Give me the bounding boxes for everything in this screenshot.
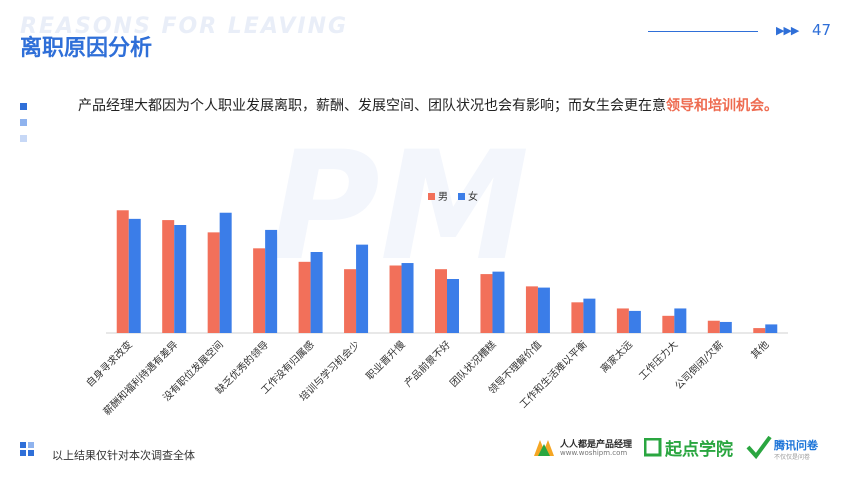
logo-tencent-survey-text: 腾讯问卷 xyxy=(774,437,818,453)
footer-squares-icon xyxy=(20,442,42,464)
x-tick-label: 薪酬和福利待遇有差异 xyxy=(100,338,180,418)
legend-swatch-female xyxy=(458,193,465,200)
bar-male xyxy=(344,269,356,333)
bar-female xyxy=(583,299,595,333)
bar-female xyxy=(447,279,459,333)
bar-female xyxy=(174,225,186,333)
legend-label: 女 xyxy=(468,190,478,203)
footer-note: 以上结果仅针对本次调查全体 xyxy=(52,447,195,463)
bar-female xyxy=(220,213,232,333)
bar-male xyxy=(390,266,402,334)
bar-female xyxy=(265,230,277,333)
bar-male xyxy=(162,220,174,333)
bar-male xyxy=(208,232,220,333)
bar-male xyxy=(299,262,311,333)
x-tick-label: 职业晋升慢 xyxy=(364,339,408,383)
bar-male xyxy=(708,321,720,333)
check-logo-icon xyxy=(746,434,772,460)
x-tick-label: 自身寻求改变 xyxy=(83,338,135,390)
logo-woshipm-url: www.woshipm.com xyxy=(560,449,627,457)
bar-male xyxy=(480,274,492,333)
bar-male xyxy=(617,308,629,333)
woshipm-logo-icon xyxy=(532,436,556,458)
bar-female xyxy=(402,263,414,333)
bar-male xyxy=(526,286,538,333)
bar-female xyxy=(311,252,323,333)
logo-tencent-survey-sub: 不仅仅是问卷 xyxy=(774,452,810,461)
logo-qidian-text: 起点学院 xyxy=(665,435,733,460)
footer-logos: 人人都是产品经理 www.woshipm.com 起点学院 腾讯问卷 不仅仅是问… xyxy=(532,432,832,464)
bar-female xyxy=(629,311,641,333)
bar-female xyxy=(129,219,141,333)
bar-female xyxy=(492,272,504,333)
x-tick-label: 公司倒闭/欠薪 xyxy=(672,338,726,392)
bar-female xyxy=(356,245,368,333)
bar-female xyxy=(674,308,686,333)
legend-label: 男 xyxy=(438,191,448,203)
x-tick-label: 产品前景不好 xyxy=(402,338,454,390)
x-tick-label: 工作压力大 xyxy=(636,338,681,383)
bar-male xyxy=(117,210,129,333)
x-tick-label: 其他 xyxy=(748,338,771,361)
x-tick-label: 离家太远 xyxy=(598,338,635,375)
bar-male xyxy=(435,269,447,333)
qidian-logo-icon xyxy=(644,438,662,458)
bar-male xyxy=(571,302,583,333)
bar-female xyxy=(538,288,550,333)
x-tick-label: 团队状况糟糕 xyxy=(447,338,499,390)
bar-female xyxy=(720,322,732,333)
bar-male xyxy=(253,248,265,333)
legend-swatch-male xyxy=(428,193,435,200)
bar-male xyxy=(753,328,765,333)
bar-male xyxy=(662,316,674,333)
bar-female xyxy=(765,324,777,333)
